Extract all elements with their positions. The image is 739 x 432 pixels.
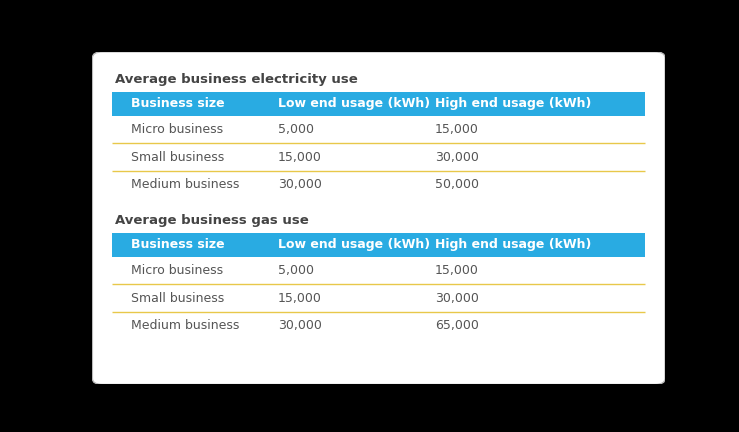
Bar [112,92,645,116]
Text: 30,000: 30,000 [278,178,321,191]
Text: 30,000: 30,000 [435,292,479,305]
Bar [112,143,645,171]
Bar [112,257,645,284]
Text: Micro business: Micro business [132,264,224,277]
Bar [112,284,645,312]
Text: Business size: Business size [132,238,225,251]
Bar [112,116,645,143]
Text: 5,000: 5,000 [278,123,314,136]
Text: Low end usage (kWh): Low end usage (kWh) [278,97,430,110]
Text: 15,000: 15,000 [435,264,479,277]
Text: Average business gas use: Average business gas use [115,214,309,227]
Text: 65,000: 65,000 [435,319,479,332]
Text: Micro business: Micro business [132,123,224,136]
Text: Small business: Small business [132,151,225,164]
Text: Medium business: Medium business [132,178,240,191]
Bar [112,233,645,257]
Text: High end usage (kWh): High end usage (kWh) [435,97,591,110]
Text: 50,000: 50,000 [435,178,479,191]
Text: 15,000: 15,000 [435,123,479,136]
Text: Small business: Small business [132,292,225,305]
FancyBboxPatch shape [92,52,665,384]
Bar [112,171,645,199]
Text: 15,000: 15,000 [278,151,321,164]
Text: Medium business: Medium business [132,319,240,332]
Text: 30,000: 30,000 [435,151,479,164]
Text: High end usage (kWh): High end usage (kWh) [435,238,591,251]
Text: 15,000: 15,000 [278,292,321,305]
Text: Low end usage (kWh): Low end usage (kWh) [278,238,430,251]
Text: 30,000: 30,000 [278,319,321,332]
Text: Business size: Business size [132,97,225,110]
Text: Average business electricity use: Average business electricity use [115,73,358,86]
Text: 5,000: 5,000 [278,264,314,277]
Bar [112,312,645,340]
